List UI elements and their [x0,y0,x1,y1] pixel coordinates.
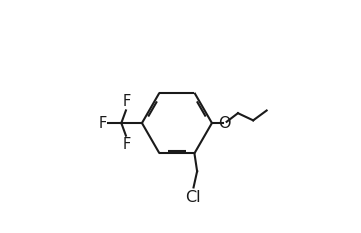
Text: O: O [218,116,231,130]
Text: F: F [123,137,131,152]
Text: F: F [123,94,131,109]
Text: Cl: Cl [185,190,200,205]
Text: F: F [98,116,106,130]
